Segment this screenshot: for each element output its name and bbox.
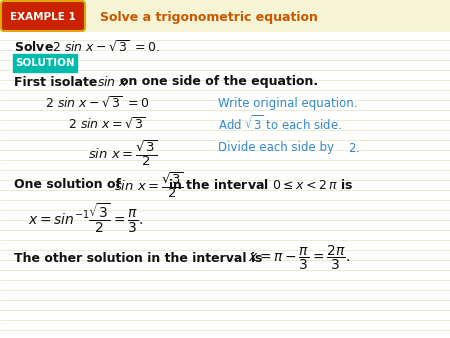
Text: SOLUTION: SOLUTION bbox=[15, 58, 75, 68]
Text: Add $\sqrt{3}$ to each side.: Add $\sqrt{3}$ to each side. bbox=[218, 115, 342, 134]
Text: $x = \mathit{sin}^{-1}\dfrac{\sqrt{3}}{2} = \dfrac{\pi}{3}.$: $x = \mathit{sin}^{-1}\dfrac{\sqrt{3}}{2… bbox=[28, 201, 143, 235]
Text: $\mathit{sin}\ x = \dfrac{\sqrt{3}}{2}$: $\mathit{sin}\ x = \dfrac{\sqrt{3}}{2}$ bbox=[88, 138, 158, 168]
Text: The other solution in the interval is: The other solution in the interval is bbox=[14, 251, 262, 265]
Text: $x = \pi - \dfrac{\pi}{3} = \dfrac{2\pi}{3}.$: $x = \pi - \dfrac{\pi}{3} = \dfrac{2\pi}… bbox=[248, 244, 351, 272]
Text: $\mathit{sin}\ x$: $\mathit{sin}\ x$ bbox=[97, 75, 128, 89]
Text: EXAMPLE 1: EXAMPLE 1 bbox=[10, 12, 76, 22]
Text: One solution of: One solution of bbox=[14, 178, 121, 192]
Text: $2.$: $2.$ bbox=[348, 142, 360, 154]
FancyBboxPatch shape bbox=[13, 54, 77, 72]
Text: on one side of the equation.: on one side of the equation. bbox=[120, 75, 318, 89]
Text: $2\ \mathit{sin}\ x - \sqrt{3}\ = 0$: $2\ \mathit{sin}\ x - \sqrt{3}\ = 0$ bbox=[45, 95, 149, 111]
Text: Write original equation.: Write original equation. bbox=[218, 97, 357, 110]
FancyBboxPatch shape bbox=[0, 0, 450, 32]
Text: Divide each side by: Divide each side by bbox=[218, 142, 334, 154]
Text: First isolate: First isolate bbox=[14, 75, 97, 89]
Text: $\mathit{sin}\ x = \dfrac{\sqrt{3}}{2}$: $\mathit{sin}\ x = \dfrac{\sqrt{3}}{2}$ bbox=[114, 170, 184, 200]
Text: $\mathbf{Solve}$: $\mathbf{Solve}$ bbox=[14, 40, 54, 54]
Text: Solve a trigonometric equation: Solve a trigonometric equation bbox=[100, 10, 318, 24]
Text: in the interval $0 \leq x < 2\,\pi$ is: in the interval $0 \leq x < 2\,\pi$ is bbox=[168, 178, 353, 192]
Text: $2\ \mathit{sin}\ x - \sqrt{3}\ = 0.$: $2\ \mathit{sin}\ x - \sqrt{3}\ = 0.$ bbox=[52, 40, 160, 54]
Text: $2\ \mathit{sin}\ x = \sqrt{3}$: $2\ \mathit{sin}\ x = \sqrt{3}$ bbox=[68, 116, 146, 131]
FancyBboxPatch shape bbox=[1, 1, 85, 31]
